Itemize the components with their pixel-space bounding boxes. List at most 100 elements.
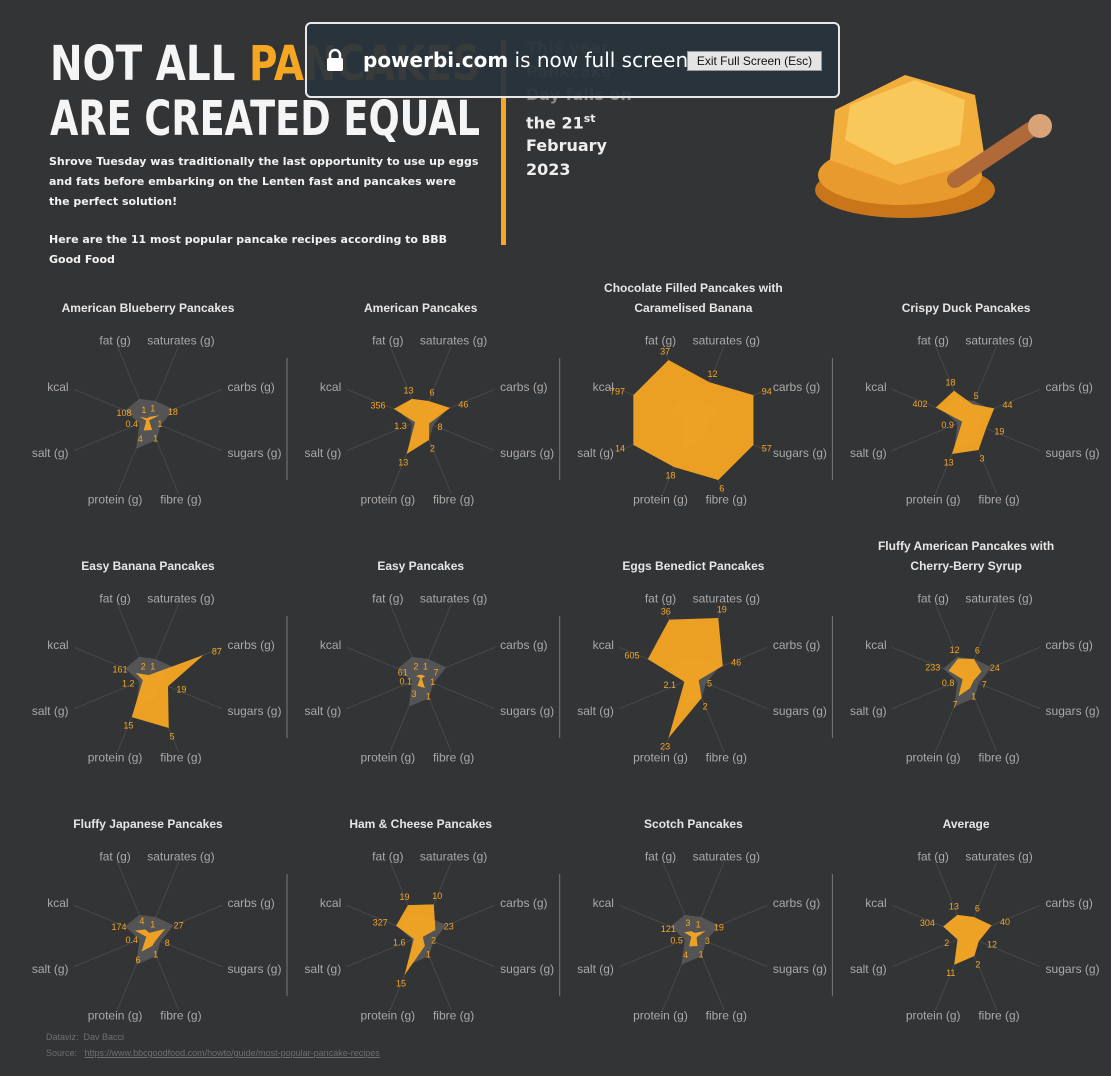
- source-label: Source:: [46, 1048, 78, 1058]
- axis-label: carbs (g): [500, 380, 547, 394]
- axis-label: fibre (g): [978, 492, 1019, 506]
- axis-label: protein (g): [633, 1008, 688, 1022]
- exit-button[interactable]: Exit Full Screen (Esc): [687, 51, 822, 71]
- axis-label: kcal: [865, 896, 886, 910]
- value-label: 1: [157, 419, 162, 429]
- axis-label: carbs (g): [227, 638, 274, 652]
- value-label: 0.8: [942, 678, 955, 688]
- axis-label: kcal: [593, 896, 614, 910]
- spoke: [891, 935, 967, 968]
- axis-label: sugars (g): [227, 962, 281, 976]
- axis-label: fibre (g): [706, 1008, 747, 1022]
- value-label: 2.1: [664, 680, 677, 690]
- axis-label: sugars (g): [1046, 446, 1100, 460]
- recipe-shape: [131, 654, 204, 729]
- axis-label: protein (g): [633, 750, 688, 764]
- axis-label: sugars (g): [500, 962, 554, 976]
- value-label: 1.2: [122, 679, 135, 689]
- chart-title: Average: [942, 817, 990, 831]
- value-label: 15: [123, 720, 133, 730]
- axis-label: carbs (g): [1046, 380, 1093, 394]
- axis-label: fibre (g): [706, 492, 747, 506]
- banner-domain: powerbi.com: [363, 48, 509, 72]
- axis-label: salt (g): [850, 962, 887, 976]
- axis-label: protein (g): [906, 492, 961, 506]
- axis-label: fat (g): [918, 334, 949, 348]
- value-label: 8: [165, 938, 170, 948]
- value-label: 1: [696, 920, 701, 930]
- recipe-shape: [416, 674, 426, 689]
- value-label: 605: [624, 651, 639, 661]
- chart-title: American Blueberry Pancakes: [61, 301, 235, 315]
- axis-label: carbs (g): [773, 380, 820, 394]
- value-label: 0.4: [125, 419, 138, 429]
- recipe-shape: [633, 359, 754, 481]
- value-label: 19: [176, 685, 186, 695]
- value-label: 5: [974, 391, 979, 401]
- value-label: 24: [990, 663, 1000, 673]
- value-label: 1.6: [393, 937, 406, 947]
- value-label: 4: [138, 434, 143, 444]
- value-label: 1: [153, 949, 158, 959]
- credit: Dataviz: Dav Bacci: [46, 1032, 124, 1042]
- date-day: the 21: [526, 112, 584, 132]
- value-label: 3: [705, 936, 710, 946]
- value-label: 37: [660, 347, 670, 357]
- side-line: 2023: [526, 159, 571, 179]
- title-start: NOT ALL: [50, 36, 249, 92]
- chart-title: Chocolate Filled Pancakes with Caramelis…: [604, 281, 783, 315]
- value-label: 0.9: [941, 420, 954, 430]
- axis-label: fat (g): [99, 592, 130, 606]
- value-label: 356: [371, 400, 386, 410]
- axis-label: kcal: [47, 380, 68, 394]
- axis-label: saturates (g): [693, 850, 760, 864]
- axis-label: kcal: [320, 896, 341, 910]
- value-label: 6: [136, 955, 141, 965]
- chart-title: Scotch Pancakes: [644, 817, 743, 831]
- axis-label: fat (g): [372, 592, 403, 606]
- value-label: 40: [1000, 917, 1010, 927]
- axis-label: salt (g): [577, 962, 614, 976]
- axis-label: fat (g): [372, 334, 403, 348]
- axis-label: sugars (g): [1046, 962, 1100, 976]
- axis-label: fibre (g): [433, 750, 474, 764]
- value-label: 6: [975, 646, 980, 656]
- value-label: 2: [944, 938, 949, 948]
- value-label: 19: [994, 427, 1004, 437]
- recipe-shape: [948, 658, 982, 697]
- value-label: 327: [373, 917, 388, 927]
- spoke: [73, 677, 149, 710]
- honey-image: [815, 75, 1052, 218]
- recipe-shape: [396, 904, 436, 976]
- source-link[interactable]: https://www.bbcgoodfood.com/howto/guide/…: [84, 1048, 380, 1058]
- spoke: [619, 677, 694, 710]
- axis-label: kcal: [320, 380, 341, 394]
- axis-label: carbs (g): [500, 638, 547, 652]
- axis-label: fibre (g): [160, 1008, 201, 1022]
- chart-title: Crispy Duck Pancakes: [901, 301, 1031, 315]
- source: Source: https://www.bbcgoodfood.com/howt…: [46, 1048, 380, 1058]
- banner-message: is now full screen: [514, 48, 689, 72]
- value-label: 2: [431, 935, 436, 945]
- axis-label: carbs (g): [1046, 896, 1093, 910]
- chart-title: Eggs Benedict Pancakes: [622, 559, 765, 573]
- axis-label: saturates (g): [965, 334, 1032, 348]
- value-label: 6: [719, 483, 724, 493]
- credit-label: Dataviz:: [46, 1032, 79, 1042]
- axis-label: sugars (g): [500, 446, 554, 460]
- value-label: 7: [953, 700, 958, 710]
- chart-title: Fluffy American Pancakes with Cherry-Ber…: [877, 539, 1055, 573]
- value-label: 19: [714, 923, 724, 933]
- value-label: 1: [423, 662, 428, 672]
- value-label: 44: [1003, 400, 1013, 410]
- value-label: 13: [944, 457, 954, 467]
- value-label: 4: [139, 916, 144, 926]
- value-label: 1: [153, 433, 158, 443]
- axis-label: kcal: [865, 380, 886, 394]
- value-label: 5: [707, 679, 712, 689]
- value-label: 15: [396, 978, 406, 988]
- value-label: 797: [610, 387, 625, 397]
- value-label: 6: [975, 904, 980, 914]
- recipe-shape: [134, 928, 166, 952]
- axis-label: salt (g): [577, 704, 614, 718]
